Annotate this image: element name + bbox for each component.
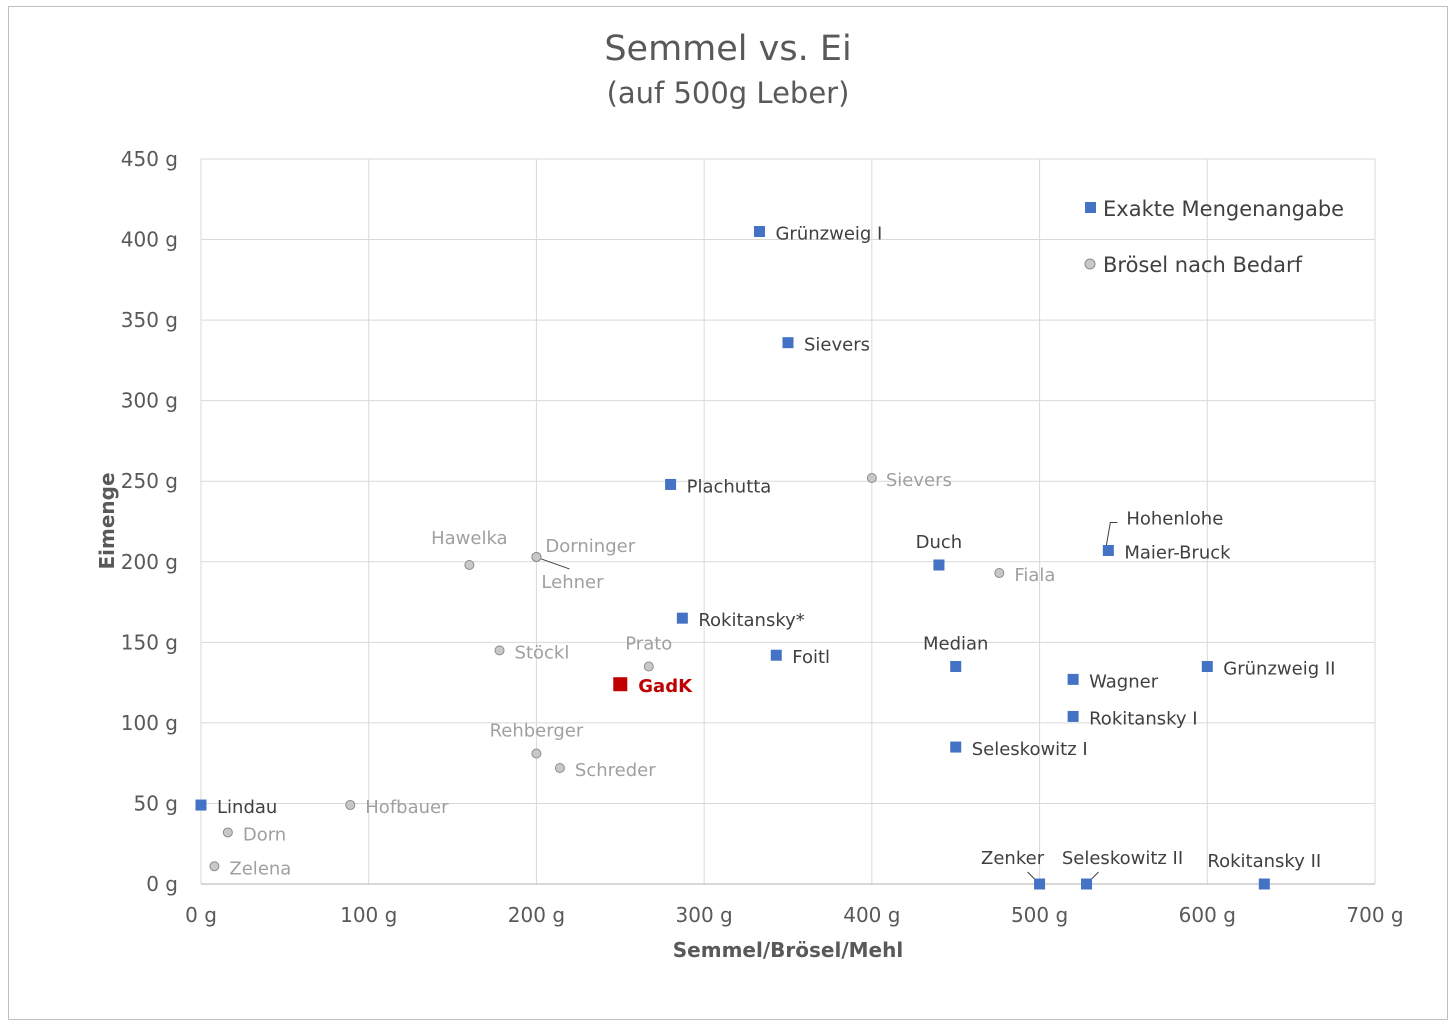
point-label: Foitl: [792, 647, 830, 668]
point-exact: [1102, 545, 1114, 556]
x-tick-label: 500 g: [1011, 903, 1068, 927]
legend-marker-exact: [1085, 202, 1096, 213]
point-label: Rokitansky I: [1089, 708, 1197, 729]
point-label: Wagner: [1089, 671, 1159, 692]
point-approx: [994, 568, 1005, 579]
point-label: Hawelka: [431, 528, 508, 549]
point-label: Schreder: [575, 760, 656, 781]
leader-hohenlohe: [1105, 522, 1118, 546]
y-tick-label: 50 g: [133, 791, 178, 815]
point-label: GadK: [638, 676, 693, 697]
point-label: Sievers: [886, 470, 952, 491]
x-tick-label: 0 g: [185, 903, 217, 927]
point-exact: [1258, 878, 1270, 890]
point-highlight: [613, 677, 628, 692]
point-label: Rokitansky II: [1207, 851, 1321, 872]
point-exact: [665, 478, 677, 490]
x-tick-label: 400 g: [843, 903, 900, 927]
grid-lines: [200, 158, 1376, 885]
x-tick-label: 300 g: [676, 903, 733, 927]
point-label: Seleskowitz II: [1062, 848, 1183, 869]
legend-marker-approx: [1084, 258, 1096, 270]
point-approx: [222, 827, 233, 838]
point-label: Grünzweig I: [775, 224, 882, 245]
point-approx: [531, 551, 542, 562]
point-label: Rehberger: [490, 721, 584, 742]
legend-label-approx: Brösel nach Bedarf: [1103, 253, 1303, 277]
point-label: Rokitansky*: [698, 610, 804, 631]
x-tick-label: 700 g: [1346, 903, 1403, 927]
point-approx: [643, 661, 654, 672]
y-tick-label: 150 g: [121, 630, 178, 654]
point-exact: [1067, 673, 1079, 685]
point-label: Prato: [625, 634, 672, 655]
point-exact: [782, 337, 794, 349]
y-tick-label: 450 g: [121, 147, 178, 171]
point-approx: [531, 748, 542, 759]
data-points: [195, 226, 1270, 890]
y-tick-label: 350 g: [121, 308, 178, 332]
annotation-label: Hohenlohe: [1126, 509, 1223, 530]
point-labels: Grünzweig I Sievers Plachutta Duch Maier-Bru…: [217, 224, 1335, 880]
point-exact: [676, 612, 688, 624]
y-tick-label: 0 g: [146, 872, 178, 896]
point-approx: [866, 473, 877, 483]
y-axis-title: Eimenge: [95, 472, 119, 569]
y-tick-label: 250 g: [121, 469, 178, 493]
chart-subtitle: (auf 500g Leber): [607, 76, 850, 110]
x-axis-title: Semmel/Brösel/Mehl: [673, 938, 903, 962]
point-label: Seleskowitz I: [972, 739, 1088, 760]
point-approx: [345, 800, 356, 811]
point-label: Dorninger: [545, 536, 635, 557]
point-exact: [753, 226, 765, 237]
x-tick-label: 600 g: [1179, 903, 1236, 927]
point-exact: [950, 661, 962, 672]
point-approx: [494, 645, 505, 656]
point-exact: [1034, 878, 1046, 890]
point-label: Dorn: [243, 824, 286, 845]
legend-label-exact: Exakte Mengenangabe: [1103, 197, 1344, 221]
point-label: Sievers: [804, 335, 870, 356]
legend: Exakte Mengenangabe Brösel nach Bedarf: [1084, 197, 1344, 277]
y-tick-label: 400 g: [121, 228, 178, 252]
point-label: Maier-Bruck: [1124, 543, 1231, 564]
point-label: Lehner: [541, 572, 604, 593]
chart-frame: [8, 6, 1448, 1020]
point-label: Median: [923, 634, 988, 655]
point-exact: [1081, 878, 1093, 890]
point-label: Zelena: [229, 858, 291, 879]
point-label: Plachutta: [687, 476, 772, 497]
y-tick-label: 300 g: [121, 389, 178, 413]
chart-title: Semmel vs. Ei: [604, 29, 851, 69]
point-exact: [950, 741, 962, 753]
point-label: Stöckl: [515, 642, 570, 663]
y-tick-label: 100 g: [121, 711, 178, 735]
point-label: Lindau: [217, 797, 277, 818]
point-exact: [770, 649, 782, 661]
point-exact: [1201, 661, 1213, 672]
point-label: Zenker: [981, 848, 1045, 869]
x-tick-label: 200 g: [508, 903, 565, 927]
point-exact: [195, 799, 207, 811]
x-tick-label: 100 g: [340, 903, 397, 927]
point-approx: [209, 861, 220, 872]
point-approx: [554, 763, 565, 773]
point-label: Hofbauer: [365, 797, 449, 818]
point-approx: [464, 560, 475, 570]
point-label: Grünzweig II: [1223, 659, 1335, 680]
leader-lehner: [538, 557, 570, 570]
point-exact: [1067, 710, 1079, 722]
point-exact: [933, 559, 945, 571]
tick-labels: 0 g 100 g 200 g 300 g 400 g 500 g 600 g 700 g 0 …: [121, 147, 1404, 927]
y-tick-label: 200 g: [121, 550, 178, 574]
point-label: Duch: [916, 532, 963, 553]
point-label: Fiala: [1014, 565, 1055, 586]
